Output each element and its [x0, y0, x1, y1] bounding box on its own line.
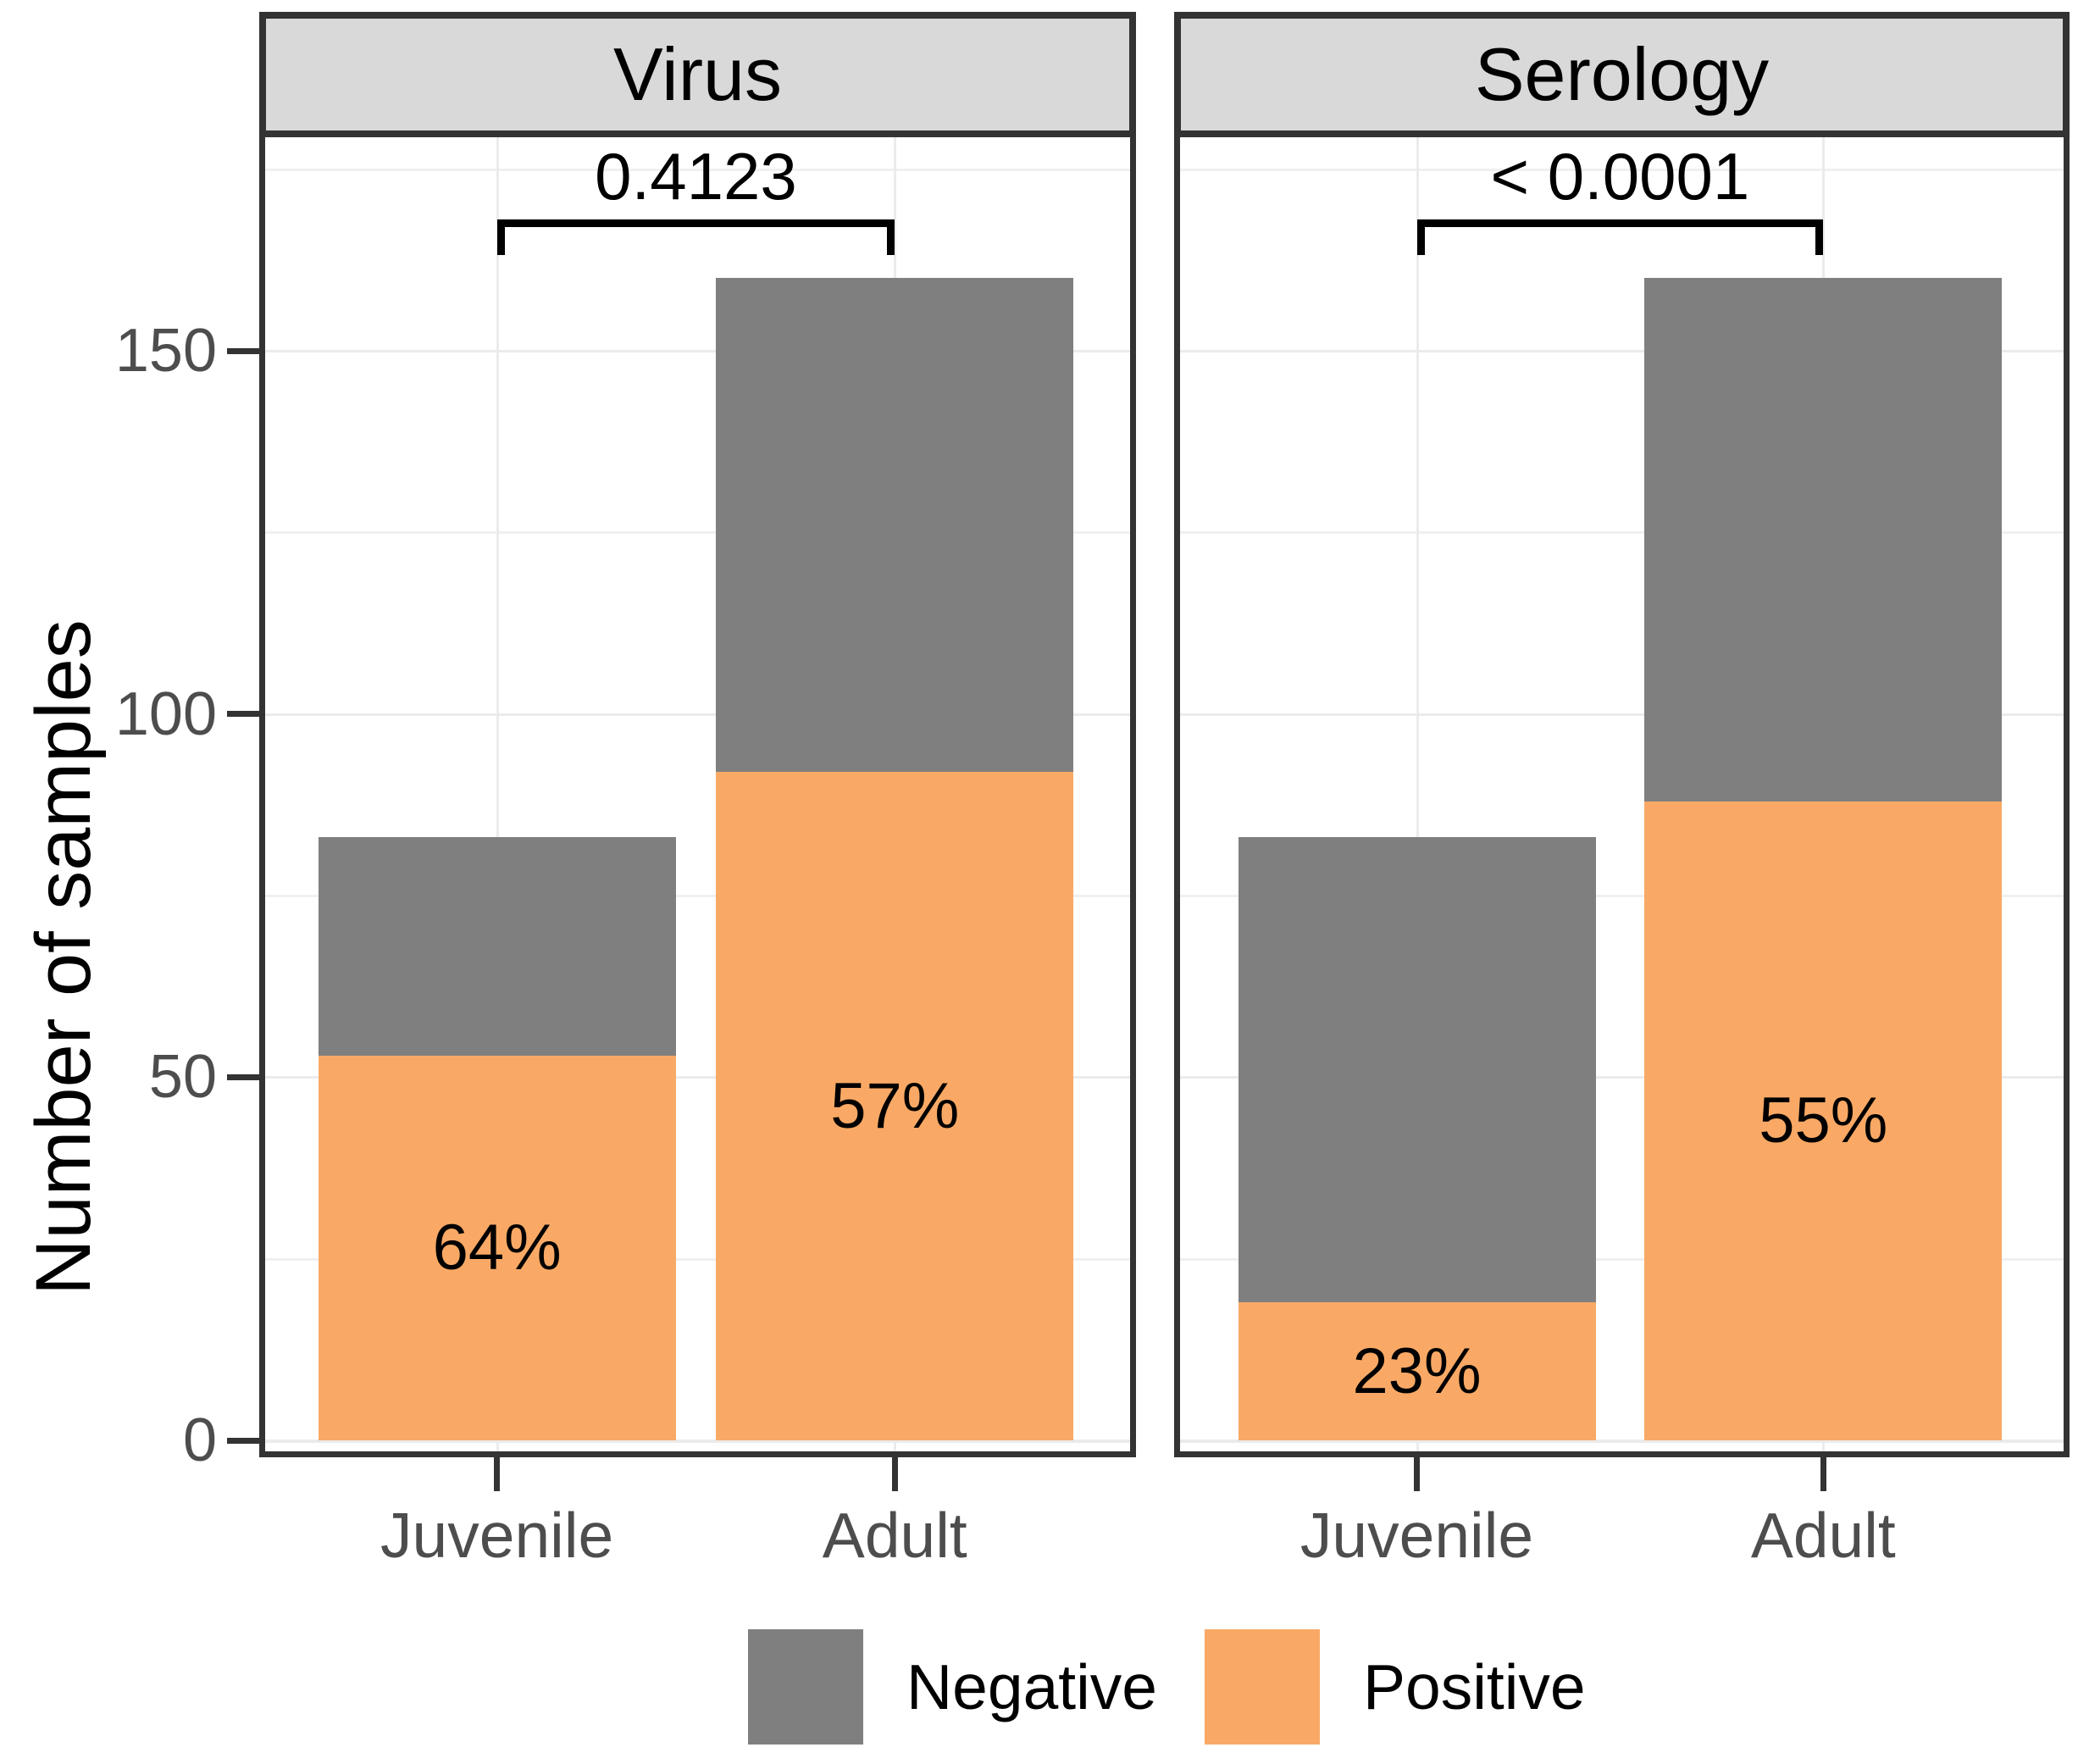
- facet-strip-virus: Virus: [259, 12, 1136, 137]
- facet-strip-label: Virus: [613, 32, 782, 116]
- bar-segment-negative: [1644, 278, 2003, 802]
- x-tick-label: Juvenile: [380, 1500, 614, 1571]
- x-tick-label: Juvenile: [1299, 1500, 1534, 1571]
- pvalue-bracket-tick: [1815, 219, 1824, 255]
- percent-label: 55%: [1759, 1084, 1888, 1157]
- pvalue-bracket-tick: [1416, 219, 1425, 255]
- y-tick-label: 100: [114, 680, 217, 748]
- y-axis-tick: [227, 1073, 259, 1080]
- pvalue-bracket-line: [496, 219, 895, 227]
- pvalue-bracket-tick: [496, 219, 505, 255]
- bar-segment-negative: [318, 837, 676, 1056]
- legend-key-positive: [1205, 1629, 1320, 1745]
- y-axis-tick: [227, 711, 259, 718]
- pvalue-label: 0.4123: [595, 139, 797, 214]
- gridline-major: [1180, 1076, 2064, 1079]
- y-tick-label: 50: [148, 1043, 217, 1112]
- pvalue-bracket-tick: [887, 219, 895, 255]
- x-axis-tick: [1820, 1457, 1826, 1491]
- y-axis-tick: [227, 1437, 259, 1444]
- gridline-minor: [1180, 531, 2064, 535]
- gridline-major: [265, 350, 1130, 353]
- gridline-minor: [265, 1257, 1130, 1261]
- gridline-minor: [265, 168, 1130, 171]
- pvalue-bracket-line: [1416, 219, 1824, 227]
- x-axis-tick: [891, 1457, 898, 1491]
- gridline-minor: [1180, 1257, 2064, 1261]
- gridline-minor: [265, 531, 1130, 535]
- facet-strip-label: Serology: [1474, 32, 1770, 116]
- gridline-major: [1180, 350, 2064, 353]
- gridline-major: [265, 1439, 1130, 1443]
- bar-segment-positive: [1238, 1302, 1596, 1440]
- x-axis-tick: [1414, 1457, 1421, 1491]
- legend-key-negative: [748, 1629, 863, 1745]
- facet-strip-serology: Serology: [1174, 12, 2070, 137]
- pvalue-label: < 0.0001: [1490, 139, 1750, 214]
- x-tick-label: Adult: [822, 1500, 967, 1571]
- panel-plot-area: 64% 57%: [265, 137, 1130, 1451]
- bar-segment-positive: [716, 772, 1074, 1440]
- bar-segment-positive: [318, 1055, 676, 1440]
- percent-label: 64%: [432, 1211, 562, 1284]
- gridline-major: [265, 1076, 1130, 1079]
- legend-label-negative: Negative: [906, 1651, 1158, 1722]
- gridline-major: [1180, 713, 2064, 716]
- y-tick-label: 0: [182, 1406, 217, 1474]
- y-tick-label: 150: [114, 317, 217, 386]
- x-axis-tick: [494, 1457, 501, 1491]
- legend-label-positive: Positive: [1363, 1651, 1586, 1722]
- gridline-vertical: [1416, 137, 1419, 1451]
- gridline-minor: [1180, 895, 2064, 898]
- percent-label: 23%: [1352, 1334, 1482, 1407]
- bar-segment-negative: [1238, 837, 1596, 1303]
- panel-plot-area: 23% 55%: [1180, 137, 2064, 1451]
- x-tick-label: Adult: [1750, 1500, 1896, 1571]
- gridline-major: [1180, 1439, 2064, 1443]
- gridline-vertical: [496, 137, 499, 1451]
- bar-segment-positive: [1644, 801, 2003, 1440]
- gridline-major: [265, 713, 1130, 716]
- y-axis-tick: [227, 347, 259, 354]
- bar-segment-negative: [716, 278, 1074, 773]
- gridline-minor: [1180, 168, 2064, 171]
- percent-label: 57%: [830, 1069, 960, 1142]
- gridline-minor: [265, 895, 1130, 898]
